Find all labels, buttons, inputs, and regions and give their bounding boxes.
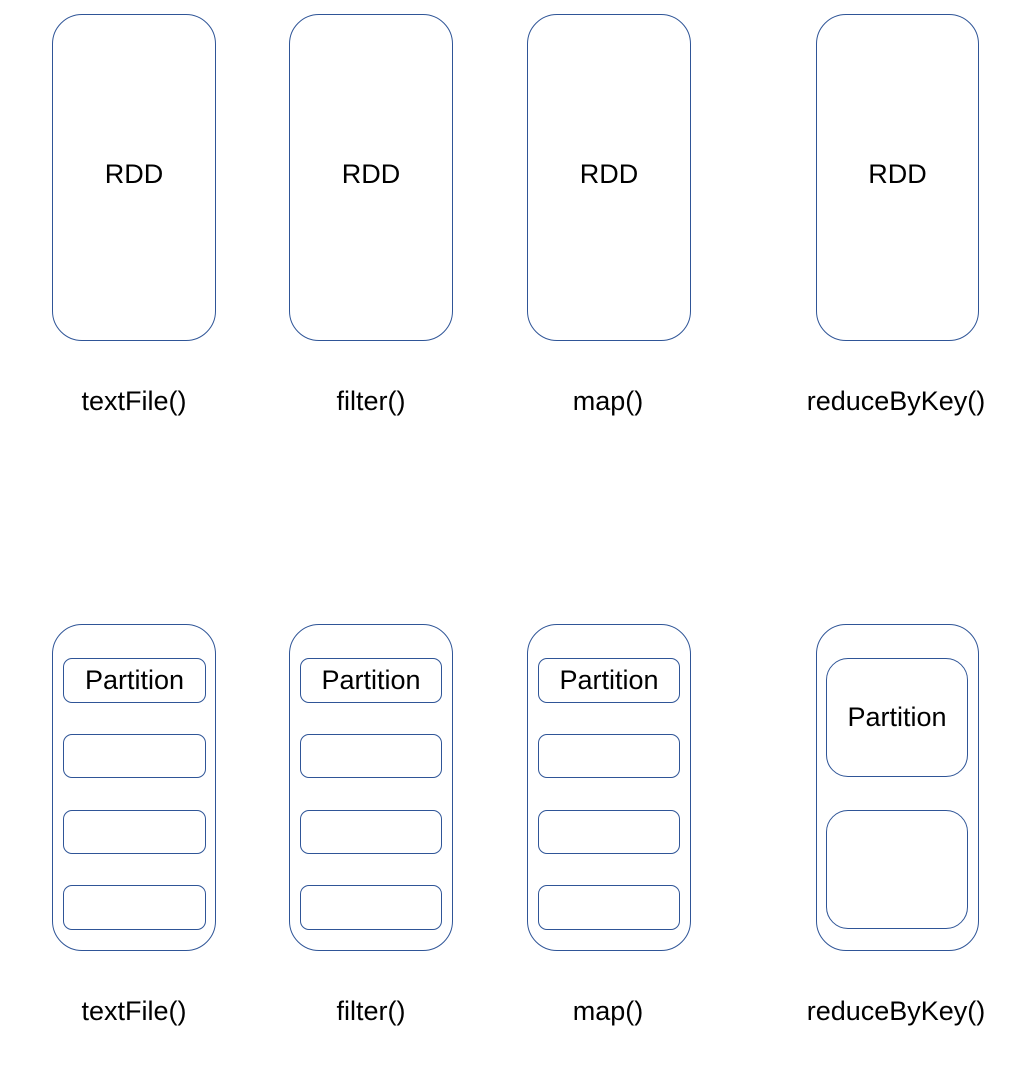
- partition-box: [300, 734, 442, 778]
- partition-box: Partition: [300, 658, 442, 703]
- op-label-reducebykey: reduceByKey(): [806, 386, 986, 416]
- rdd-partitioned-textfile: [52, 624, 216, 951]
- op-label-filter: filter(): [336, 386, 406, 416]
- partition-box: [538, 885, 680, 930]
- partition-box: [538, 810, 680, 854]
- partition-box: [826, 810, 968, 929]
- partition-box: [63, 885, 206, 930]
- op-label-map: map(): [572, 386, 644, 416]
- rdd-box-filter: RDD: [289, 14, 453, 341]
- partition-box: [538, 734, 680, 778]
- op-label-textfile: textFile(): [81, 386, 187, 416]
- partition-box: Partition: [826, 658, 968, 777]
- rdd-box-textfile: RDD: [52, 14, 216, 341]
- rdd-label: RDD: [341, 159, 401, 189]
- partition-box: [300, 810, 442, 854]
- rdd-label: RDD: [579, 159, 639, 189]
- op-label-textfile: textFile(): [81, 996, 187, 1026]
- rdd-box-reducebykey: RDD: [816, 14, 979, 341]
- partition-box: Partition: [538, 658, 680, 703]
- partition-box: [63, 810, 206, 854]
- op-label-reducebykey: reduceByKey(): [806, 996, 986, 1026]
- op-label-filter: filter(): [336, 996, 406, 1026]
- rdd-partitioned-map: [527, 624, 691, 951]
- rdd-partitioned-filter: [289, 624, 453, 951]
- rdd-label: RDD: [868, 159, 927, 189]
- op-label-map: map(): [572, 996, 644, 1026]
- partition-box: [300, 885, 442, 930]
- rdd-box-map: RDD: [527, 14, 691, 341]
- partition-box: Partition: [63, 658, 206, 703]
- rdd-label: RDD: [104, 159, 164, 189]
- partition-box: [63, 734, 206, 778]
